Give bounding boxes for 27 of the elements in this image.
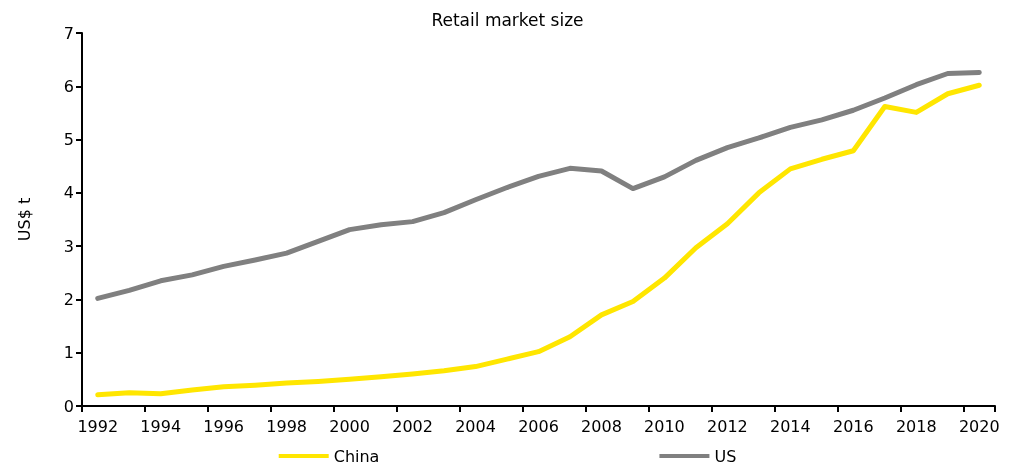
x-tick-label: 1994 <box>140 416 182 436</box>
x-tick-label: 2016 <box>832 416 874 436</box>
x-tick-label: 1996 <box>203 416 245 436</box>
legend-label: China <box>333 446 380 466</box>
x-tick-label: 1998 <box>266 416 307 436</box>
x-tick-label: 2004 <box>455 416 496 436</box>
x-tick-label: 2000 <box>329 416 370 436</box>
chart-title: Retail market size <box>431 9 584 30</box>
y-tick-label: 6 <box>63 76 74 96</box>
y-tick-label: 1 <box>63 343 74 363</box>
y-tick-label: 0 <box>63 396 74 416</box>
x-tick-label: 2014 <box>770 416 811 436</box>
x-tick-label: 2018 <box>895 416 937 436</box>
y-tick-label: 3 <box>63 236 74 256</box>
y-tick-label: 5 <box>63 130 74 150</box>
x-tick-label: 2008 <box>581 416 622 436</box>
y-tick-label: 4 <box>63 183 74 203</box>
x-tick-label: 2020 <box>958 416 1000 436</box>
y-tick-label: 7 <box>63 23 74 43</box>
y-tick-label: 2 <box>63 289 74 309</box>
x-tick-label: 2012 <box>707 416 748 436</box>
x-tick-label: 1992 <box>77 416 119 436</box>
y-axis-title: US$ t <box>14 197 34 242</box>
x-tick-label: 2006 <box>518 416 559 436</box>
legend-label: US <box>714 446 737 466</box>
x-tick-label: 2002 <box>392 416 433 436</box>
x-tick-label: 2010 <box>644 416 685 436</box>
